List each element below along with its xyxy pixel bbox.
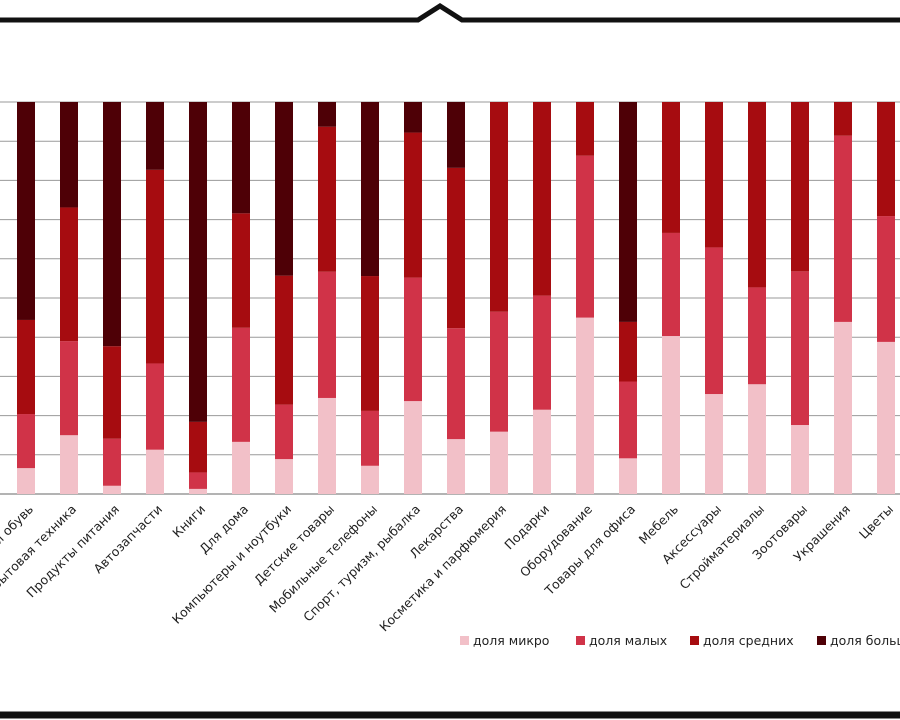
bar-segment xyxy=(275,404,293,460)
bar-segment xyxy=(60,102,78,208)
bar-segment xyxy=(490,431,508,494)
bar-segment xyxy=(576,155,594,318)
bar-segment xyxy=(791,102,809,272)
bar-segment xyxy=(361,276,379,411)
category-label: Оборудование xyxy=(517,501,596,580)
bar-segment xyxy=(103,102,121,347)
bar-segment xyxy=(877,102,895,217)
bar-segment xyxy=(447,167,465,329)
bar-segment xyxy=(877,341,895,494)
bar-segment xyxy=(791,271,809,426)
bar-segment xyxy=(748,287,766,385)
bar-segment xyxy=(318,397,336,494)
legend-swatch xyxy=(576,636,585,645)
legend-swatch xyxy=(460,636,469,645)
bar-segment xyxy=(662,232,680,337)
bar-segment xyxy=(275,459,293,494)
bar-segment xyxy=(834,321,852,494)
bar-segment xyxy=(791,425,809,494)
bar-segment xyxy=(404,277,422,402)
legend-label: доля микро xyxy=(473,633,549,648)
bar-segment xyxy=(361,465,379,494)
bar-segment xyxy=(361,102,379,277)
bar-segment xyxy=(533,295,551,410)
legend-swatch xyxy=(817,636,826,645)
bar-segment xyxy=(103,346,121,439)
bar-segment xyxy=(318,126,336,272)
bar-segment xyxy=(146,169,164,364)
category-label: Книги xyxy=(169,502,208,541)
bar-segment xyxy=(189,102,207,422)
bar-segment xyxy=(232,327,250,442)
bar-segment xyxy=(447,328,465,440)
legend-label: доля малых xyxy=(589,633,667,648)
bars xyxy=(17,102,895,494)
bar-segment xyxy=(361,410,379,466)
bar-segment xyxy=(103,438,121,486)
bar-segment xyxy=(662,336,680,494)
bar-segment xyxy=(490,102,508,312)
bar-segment xyxy=(404,102,422,133)
legend-swatch xyxy=(690,636,699,645)
bar-segment xyxy=(576,317,594,494)
bar-segment xyxy=(275,275,293,405)
bar-segment xyxy=(447,102,465,168)
bar-segment xyxy=(748,384,766,494)
bar-segment xyxy=(189,472,207,489)
bar-segment xyxy=(877,216,895,342)
legend-label: доля больших xyxy=(830,633,900,648)
bar-segment xyxy=(619,102,637,322)
bar-segment xyxy=(189,488,207,494)
bar-segment xyxy=(662,102,680,233)
legend: доля микро доля малых доля средних доля бол… xyxy=(460,633,900,648)
bar-segment xyxy=(232,213,250,328)
bar-segment xyxy=(275,102,293,276)
bar-segment xyxy=(404,132,422,278)
bar-segment xyxy=(705,394,723,494)
bar-segment xyxy=(748,102,766,288)
bar-segment xyxy=(146,449,164,494)
bar-segment xyxy=(17,319,35,415)
bar-segment xyxy=(619,321,637,382)
bar-segment xyxy=(834,135,852,322)
bar-segment xyxy=(619,458,637,494)
category-label: Детские товары xyxy=(251,502,337,588)
bar-segment xyxy=(619,381,637,459)
bar-segment xyxy=(103,485,121,494)
bar-segment xyxy=(17,468,35,494)
bar-segment xyxy=(146,363,164,450)
bar-segment xyxy=(533,102,551,296)
bar-segment xyxy=(189,421,207,473)
bar-segment xyxy=(834,102,852,136)
bar-segment xyxy=(60,207,78,342)
bar-segment xyxy=(60,341,78,436)
category-label: Цветы xyxy=(856,502,896,542)
bar-segment xyxy=(318,102,336,127)
bar-segment xyxy=(60,435,78,494)
bar-segment xyxy=(17,102,35,320)
bar-segment xyxy=(576,102,594,156)
bar-segment xyxy=(404,401,422,494)
bar-segment xyxy=(318,271,336,398)
bar-segment xyxy=(232,102,250,214)
bar-segment xyxy=(447,439,465,494)
bar-segment xyxy=(533,409,551,494)
bar-segment xyxy=(705,247,723,395)
bar-segment xyxy=(232,441,250,494)
bar-segment xyxy=(17,414,35,469)
top-border-notch xyxy=(0,3,900,23)
bar-segment xyxy=(705,102,723,248)
bar-segment xyxy=(490,311,508,432)
legend-label: доля средних xyxy=(703,633,794,648)
bar-segment xyxy=(146,102,164,170)
